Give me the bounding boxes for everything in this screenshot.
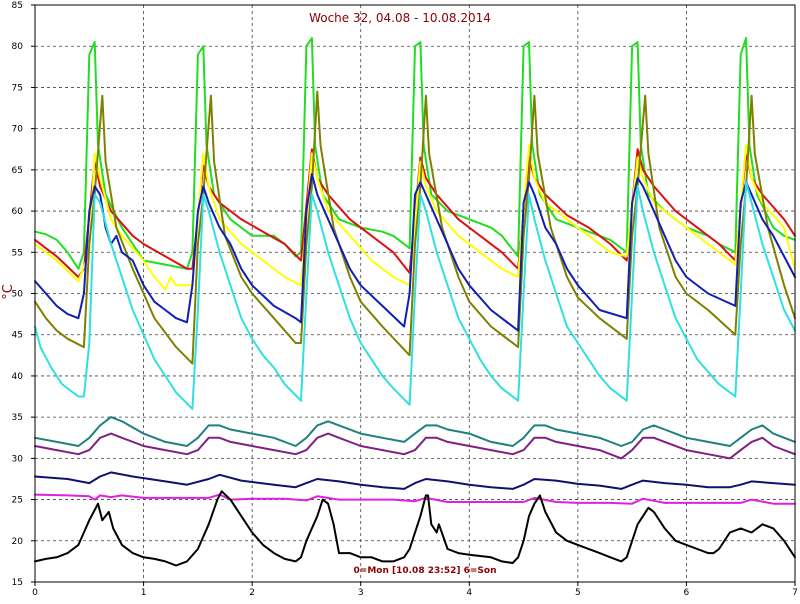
series-line-10 bbox=[34, 493, 796, 505]
y-tick-label: 25 bbox=[12, 496, 23, 506]
y-tick-label: 85 bbox=[12, 1, 23, 11]
series-line-7 bbox=[34, 416, 796, 447]
y-tick-label: 50 bbox=[12, 290, 24, 300]
chart-title: Woche 32, 04.08 - 10.08.2014 bbox=[309, 11, 491, 25]
series-line-9 bbox=[34, 471, 796, 490]
y-tick-label: 75 bbox=[12, 83, 23, 93]
series-line-5 bbox=[34, 173, 796, 332]
y-tick-label: 15 bbox=[12, 578, 23, 588]
footer-note: 0=Mon [10.08 23:52] 6=Son bbox=[354, 566, 497, 576]
y-tick-label: 60 bbox=[12, 207, 24, 217]
y-tick-label: 30 bbox=[12, 454, 24, 464]
y-tick-label: 35 bbox=[12, 413, 23, 423]
x-tick-label: 1 bbox=[141, 588, 147, 598]
series-line-3 bbox=[34, 144, 796, 291]
series-line-4 bbox=[34, 90, 796, 365]
x-tick-label: 7 bbox=[792, 588, 798, 598]
x-tick-label: 4 bbox=[466, 588, 472, 598]
series-line-6 bbox=[34, 181, 796, 410]
y-tick-label: 65 bbox=[12, 166, 23, 176]
y-tick-label: 70 bbox=[12, 125, 24, 135]
x-tick-label: 2 bbox=[249, 588, 255, 598]
y-tick-label: 20 bbox=[12, 537, 24, 547]
y-tick-label: 40 bbox=[12, 372, 24, 382]
series-line-8 bbox=[34, 432, 796, 460]
y-tick-label: 80 bbox=[12, 42, 24, 52]
y-tick-label: 55 bbox=[12, 248, 23, 258]
series-layer bbox=[34, 37, 796, 567]
y-tick-label: 45 bbox=[12, 331, 23, 341]
y-axis-label: °C bbox=[1, 284, 16, 300]
x-tick-label: 3 bbox=[358, 588, 364, 598]
x-tick-label: 6 bbox=[684, 588, 690, 598]
series-line-11 bbox=[34, 490, 796, 567]
x-tick-label: 5 bbox=[575, 588, 581, 598]
x-tick-label: 0 bbox=[32, 588, 38, 598]
